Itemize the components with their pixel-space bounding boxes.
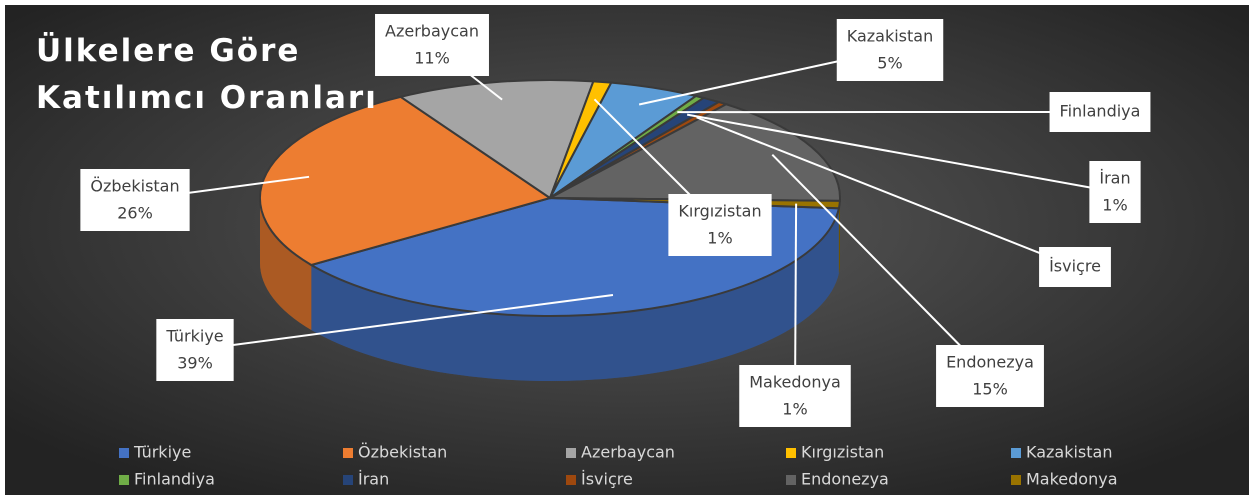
data-label-value: 26% [117, 204, 153, 223]
legend-label: Kırgızistan [801, 443, 884, 462]
legend-swatch [566, 475, 576, 485]
data-label-box [1049, 92, 1151, 132]
slice [259, 95, 553, 267]
slice-side [260, 198, 312, 331]
data-label-name: Endonezya [946, 353, 1034, 372]
legend-swatch [1011, 448, 1021, 458]
legend-label: Özbekistan [358, 443, 447, 462]
data-label-name: İran [1099, 169, 1130, 188]
slice-side-shade [260, 198, 312, 331]
legend-label: Makedonya [1026, 470, 1118, 489]
data-label-box [668, 194, 772, 256]
data-label-value: 15% [972, 380, 1008, 399]
data-label-value: 1% [1102, 196, 1127, 215]
data-label-box [375, 14, 489, 76]
data-label-name: Makedonya [749, 373, 841, 392]
slice-side [311, 208, 839, 381]
leader-line [686, 113, 1116, 193]
leader-line [696, 116, 1076, 268]
legend-label: Türkiye [133, 443, 191, 462]
data-label-box [936, 345, 1044, 407]
legend-swatch [786, 475, 796, 485]
leader-line [771, 153, 991, 377]
slice-side-shade [838, 200, 840, 274]
data-label-name: Azerbaycan [385, 22, 479, 41]
data-label-box [836, 19, 944, 81]
data-label-name: İsviçre [1049, 257, 1101, 276]
legend-swatch [343, 448, 353, 458]
data-label-box [739, 365, 851, 427]
data-label-box [1039, 247, 1111, 287]
data-label-value: 1% [782, 400, 807, 419]
data-label-value: 39% [177, 354, 213, 373]
legend-swatch [119, 448, 129, 458]
data-label-name: Kırgızistan [678, 202, 761, 221]
data-label-name: Finlandiya [1060, 102, 1141, 121]
legend-swatch [566, 448, 576, 458]
data-label-box [80, 169, 190, 231]
leader-line [794, 203, 798, 397]
legend-swatch [119, 475, 129, 485]
pie-sides [260, 198, 840, 381]
data-label-value: 5% [877, 54, 902, 73]
data-label-box [1089, 161, 1141, 223]
chart-title: Ülkelere Göre Katılımcı Oranları [36, 33, 378, 116]
slice-side-shade [311, 208, 839, 381]
legend-label: Kazakistan [1026, 443, 1112, 462]
legend-label: Endonezya [801, 470, 889, 489]
data-label-value: 11% [414, 49, 450, 68]
legend-label: İsviçre [581, 470, 633, 489]
data-label-name: Özbekistan [90, 177, 179, 196]
legend-swatch [343, 475, 353, 485]
slice [398, 79, 595, 200]
data-label-name: Türkiye [165, 327, 223, 346]
data-label-box [156, 319, 234, 381]
legend-label: İran [358, 470, 389, 489]
data-label-value: 1% [707, 229, 732, 248]
data-label-name: Kazakistan [847, 27, 933, 46]
leader-line [194, 293, 614, 351]
legend-label: Finlandiya [134, 470, 215, 489]
legend-swatch [1011, 475, 1021, 485]
slice-side [838, 200, 840, 274]
legend-label: Azerbaycan [581, 443, 675, 462]
legend-swatch [786, 448, 796, 458]
